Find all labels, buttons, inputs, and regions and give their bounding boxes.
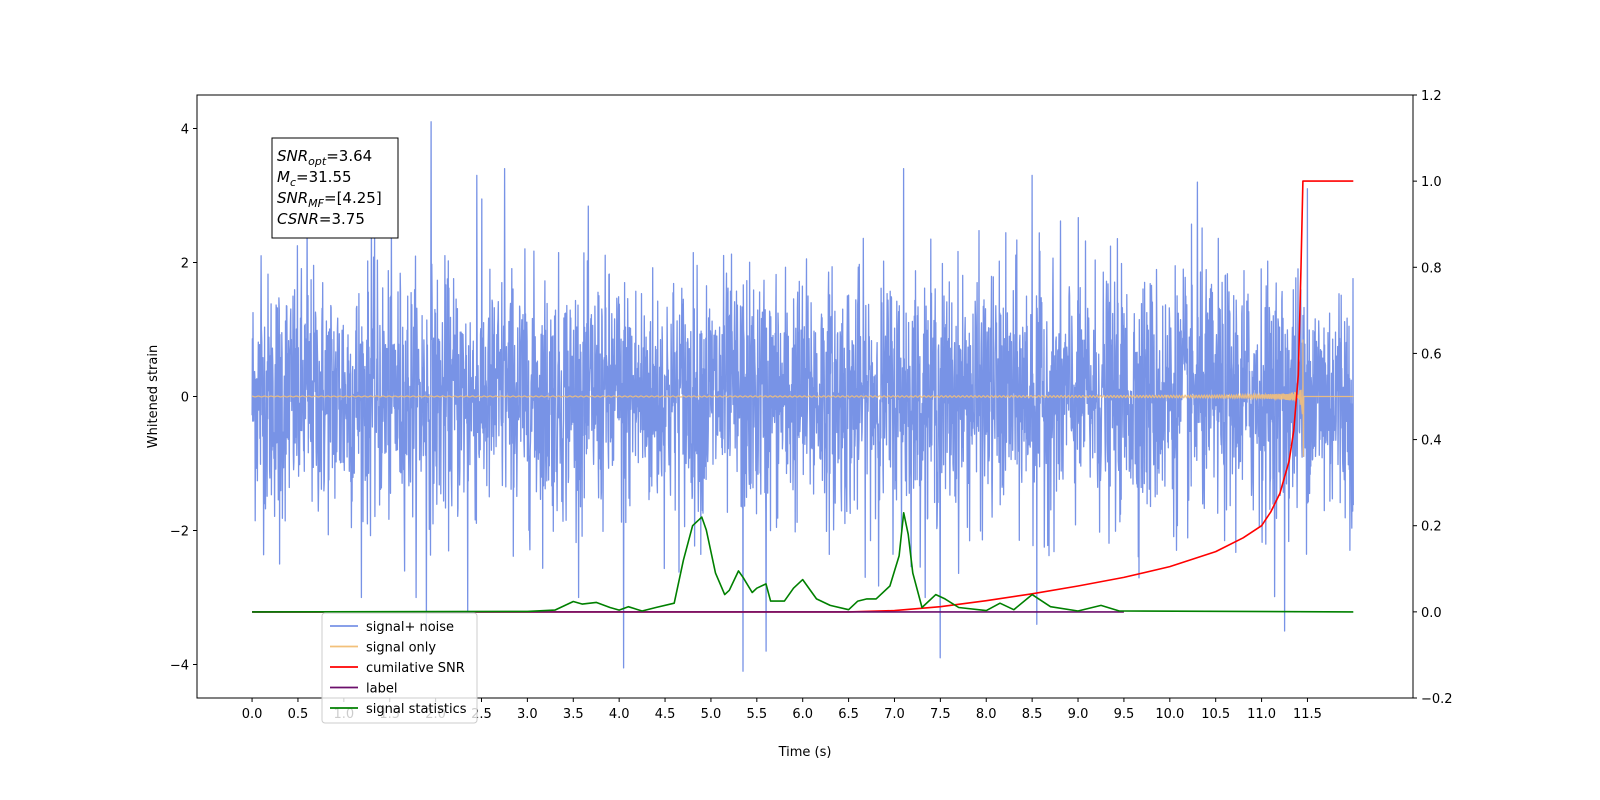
y-left-tick-label: 2 [181, 257, 189, 272]
y-right-tick-label: 0.8 [1421, 261, 1442, 276]
x-tick-label: 10.5 [1201, 707, 1230, 722]
annotation-symbol: CSNR [277, 210, 319, 228]
legend-label: label [366, 682, 397, 697]
annotation-symbol: M [277, 168, 290, 186]
annotation-value: =[4.25] [324, 189, 382, 207]
legend-label: cumilative SNR [366, 661, 465, 676]
x-tick-label: 6.0 [792, 707, 813, 722]
annotation-symbol: SNR [277, 147, 308, 165]
axes: 0.00.51.01.52.02.53.03.54.04.55.05.56.06… [170, 89, 1453, 722]
annotation-value: =3.64 [326, 147, 372, 165]
annotation-line: SNRopt=3.64 [277, 147, 372, 168]
y-right-tick-label: 0.2 [1421, 520, 1442, 535]
y-right-tick-label: 0.4 [1421, 434, 1442, 449]
annotation-value: =31.55 [296, 168, 352, 186]
x-tick-label: 6.5 [838, 707, 859, 722]
annotation-frame [271, 137, 399, 239]
legend-label: signal+ noise [366, 620, 454, 635]
legend: signal+ noise signal only cumilative SNR la… [321, 612, 478, 724]
y-right-tick-label: 1.2 [1421, 89, 1442, 104]
annotation-value: =3.75 [319, 210, 365, 228]
x-tick-label: 4.5 [655, 707, 676, 722]
legend-label: signal statistics [366, 702, 467, 717]
annotation-subscript: c [290, 176, 296, 189]
x-tick-label: 8.5 [1022, 707, 1043, 722]
y-left-tick-label: 4 [181, 123, 189, 138]
x-tick-label: 7.0 [884, 707, 905, 722]
x-tick-label: 5.5 [746, 707, 767, 722]
y-right-tick-label: −0.2 [1421, 692, 1453, 707]
legend-label: signal only [366, 641, 436, 656]
annotation-line: SNRMF=[4.25] [277, 189, 382, 210]
x-tick-label: 11.5 [1293, 707, 1322, 722]
y-left-tick-label: 0 [181, 391, 189, 406]
series-signal-only [252, 339, 1354, 457]
annotation-subscript: MF [308, 197, 324, 210]
x-tick-label: 11.0 [1247, 707, 1276, 722]
annotation-subscript: opt [308, 155, 327, 168]
x-tick-label: 3.0 [517, 707, 538, 722]
x-tick-label: 7.5 [930, 707, 951, 722]
x-tick-label: 4.0 [609, 707, 630, 722]
y-right-tick-label: 1.0 [1421, 175, 1442, 190]
x-tick-label: 0.5 [288, 707, 309, 722]
annotation-line: Mc=31.55 [277, 168, 352, 189]
annotation-line: CSNR=3.75 [277, 210, 365, 228]
legend-frame [321, 612, 478, 724]
y-axis-label: Whitened strain [146, 345, 161, 448]
x-tick-label: 8.0 [976, 707, 997, 722]
series-signal-noise [251, 121, 1354, 672]
y-right-tick-label: 0.6 [1421, 347, 1442, 362]
y-right-tick-label: 0.0 [1421, 606, 1442, 621]
x-tick-label: 5.0 [701, 707, 722, 722]
x-tick-label: 0.0 [242, 707, 263, 722]
y-left-tick-label: −4 [170, 659, 189, 674]
y-left-tick-label: −2 [170, 525, 189, 540]
plot-area [251, 121, 1354, 672]
series-signal-statistics [252, 511, 1354, 613]
annotation-symbol: SNR [277, 189, 308, 207]
x-tick-label: 9.0 [1068, 707, 1089, 722]
x-tick-label: 10.0 [1155, 707, 1184, 722]
x-axis-label: Time (s) [778, 745, 832, 760]
x-tick-label: 3.5 [563, 707, 584, 722]
x-tick-label: 9.5 [1114, 707, 1135, 722]
